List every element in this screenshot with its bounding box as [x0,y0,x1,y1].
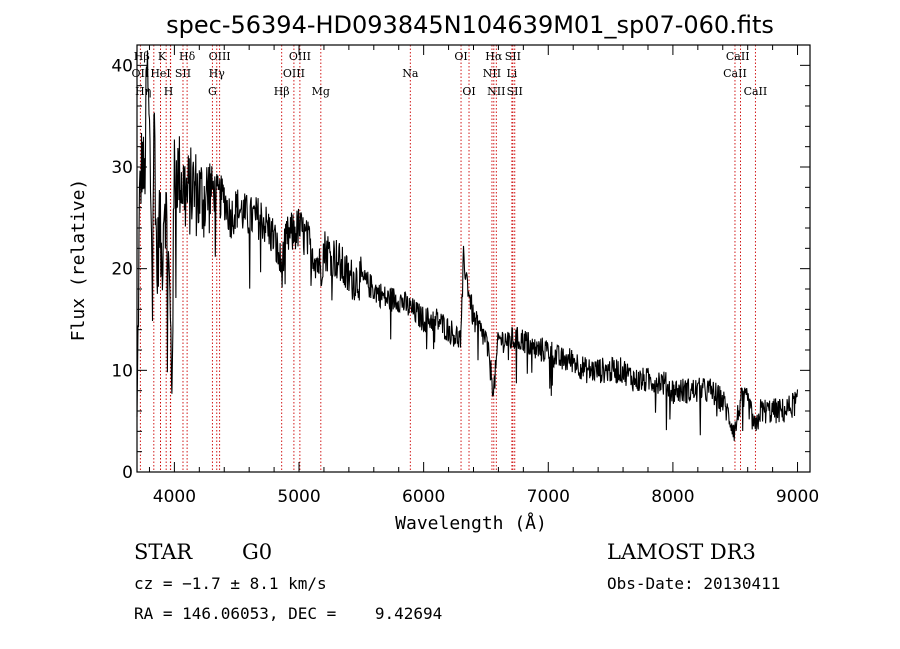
x-tick-label: 8000 [651,487,694,507]
x-tick-label: 4000 [153,487,196,507]
line-label-20: NII [487,85,505,98]
y-tick-label: 30 [111,158,133,178]
line-label-8: OIII [209,50,231,63]
line-label-7: SII [175,67,191,80]
object-class: STAR [134,540,193,564]
x-tick-label: 7000 [527,487,570,507]
y-axis-label: Flux (relative) [68,179,89,342]
line-label-13: OIII [283,67,305,80]
line-label-1: OII [132,67,150,80]
line-label-14: Mg [312,85,330,98]
line-label-18: Hα [485,50,503,63]
x-axis-label: Wavelength (Å) [395,512,547,534]
line-label-5: H [164,85,174,98]
line-label-21: SII [505,50,521,63]
line-label-0: Hβ [134,50,150,63]
x-tick-label: 9000 [776,487,819,507]
line-label-16: OI [454,50,467,63]
line-label-9: Hγ [209,67,226,80]
redshift-text: cz = −1.7 ± 8.1 km/s [134,574,327,593]
emission-line-markers [139,45,756,472]
line-label-22: Li [506,67,517,80]
chart-title: spec-56394-HD093845N104639M01_sp07-060.f… [166,11,774,39]
y-tick-label: 0 [122,463,133,483]
coordinates-text: RA = 146.06053, DEC = 9.42694 [134,604,443,623]
line-label-15: Na [402,67,419,80]
y-tick-label: 10 [111,361,133,381]
y-axis: 0 10 20 30 40 [111,44,810,483]
line-label-25: CaII [723,67,747,80]
line-label-6: Hδ [179,50,196,63]
spectrum-line [136,50,799,441]
line-label-19: NII [483,67,501,80]
x-tick-label: 5000 [277,487,320,507]
line-label-23: SII [507,85,523,98]
x-axis: 4000 5000 6000 7000 8000 9000 [148,45,819,507]
line-label-3: K [158,50,167,63]
object-subclass: G0 [242,540,273,564]
line-label-26: CaII [744,85,768,98]
y-tick-label: 40 [111,56,133,76]
line-label-11: Hβ [274,85,290,98]
line-label-12: OIII [289,50,311,63]
emission-line-labels: Hβ OII Hη K HeI H Hδ SII OIII Hγ G Hβ OIII OIII Mg Na OI… [132,50,768,98]
survey-name: LAMOST DR3 [607,540,756,564]
line-label-10: G [208,85,217,98]
line-label-4: HeI [150,67,170,80]
line-label-17: OI [462,85,475,98]
x-tick-label: 6000 [402,487,445,507]
line-label-2: Hη [135,85,151,98]
line-label-24: CaII [726,50,750,63]
plot-frame [136,44,811,473]
obs-date-text: Obs-Date: 20130411 [607,574,781,593]
y-tick-label: 20 [111,260,133,280]
